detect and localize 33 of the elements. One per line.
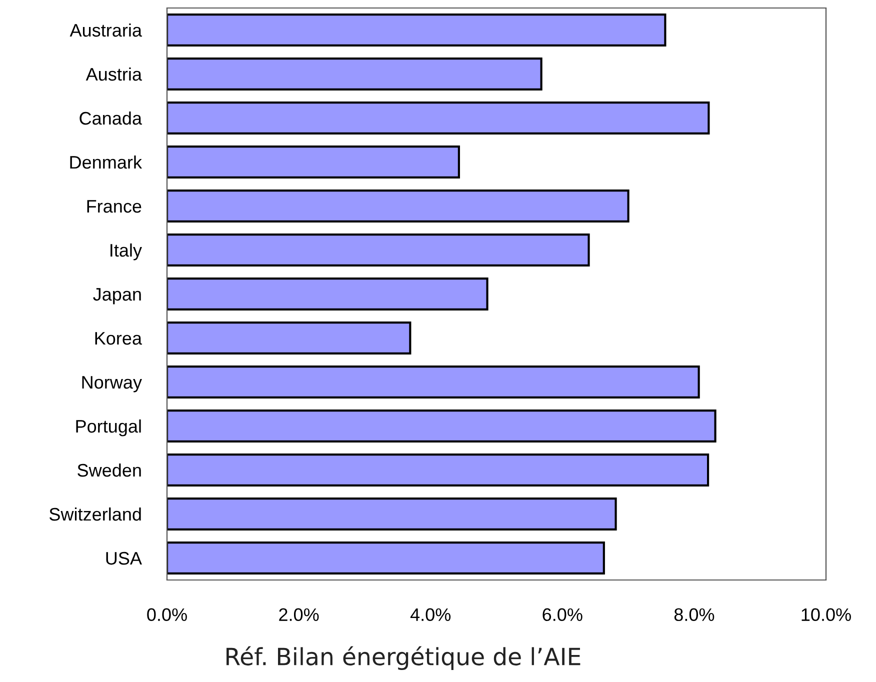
bar: [167, 58, 542, 90]
y-tick-label: Portugal: [76, 419, 141, 436]
bar: [167, 454, 710, 486]
y-tick-label: Korea: [95, 332, 142, 345]
bar: [167, 190, 630, 222]
bar: [167, 542, 605, 574]
x-tick-label: 4.0%: [410, 608, 451, 622]
bar: [167, 366, 700, 398]
text: Réf. Bilan énergétique de l’AIE: [226, 646, 580, 670]
x-tick-label: 8.0%: [674, 608, 714, 622]
x-tick-label: 2.0%: [279, 608, 319, 622]
x-tick-label: 6.0%: [542, 608, 582, 622]
bar: [167, 498, 617, 530]
bar: [167, 102, 710, 134]
bar: [167, 278, 488, 310]
y-tick-label: Norway: [82, 376, 142, 392]
y-tick-label: USA: [106, 552, 142, 565]
bar: [167, 14, 666, 46]
y-tick-label: Austraria: [70, 23, 142, 37]
y-tick-label: Switzerland: [49, 507, 141, 521]
y-tick-label: Japan: [93, 288, 141, 304]
bar: [167, 146, 460, 178]
y-tick-label: Austria: [86, 67, 142, 81]
y-tick-label: Canada: [80, 111, 142, 125]
y-tick-label: Italy: [110, 243, 142, 260]
bar: [167, 234, 590, 266]
bar: [167, 410, 716, 442]
y-tick-label: France: [87, 200, 142, 213]
y-tick-label: Sweden: [78, 463, 141, 477]
x-tick-label: 10.0%: [802, 608, 851, 622]
y-tick-label: Denmark: [70, 155, 142, 169]
bar: [167, 322, 412, 354]
x-tick-label: 0.0%: [147, 608, 187, 622]
